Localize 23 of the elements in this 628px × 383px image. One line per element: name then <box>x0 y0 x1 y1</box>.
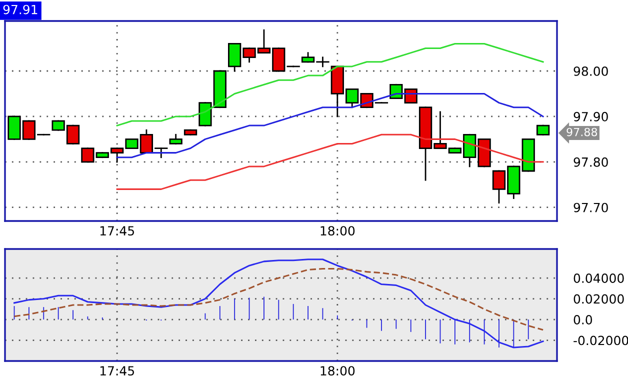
line-series <box>116 42 544 126</box>
y-tick-label: 0.0 <box>574 314 592 324</box>
candlestick <box>390 84 403 99</box>
line-series <box>116 134 544 190</box>
text: 97.91 <box>3 4 38 14</box>
y-tick-label: -0.02000 <box>574 336 628 346</box>
candlestick <box>404 88 418 104</box>
y-tick-label: 97.90 <box>574 112 608 122</box>
line-series <box>116 92 544 158</box>
line-series <box>13 268 544 331</box>
y-tick-label: 0.04000 <box>574 274 624 283</box>
y-tick-label: 97.70 <box>574 202 608 212</box>
y-tick-label: 0.02000 <box>574 294 624 304</box>
candlestick <box>536 124 550 136</box>
y-tick-label: 98.00 <box>574 66 608 76</box>
candlestick <box>169 134 182 144</box>
text: 97.88 <box>566 128 598 136</box>
x-tick-label: 18:00 <box>320 366 355 376</box>
x-tick-label: 18:00 <box>320 226 355 236</box>
line-series <box>13 258 544 348</box>
x-tick-label: 17:45 <box>100 366 134 376</box>
y-tick-label: 97.80 <box>574 157 608 167</box>
x-tick-label: 17:45 <box>100 226 134 236</box>
